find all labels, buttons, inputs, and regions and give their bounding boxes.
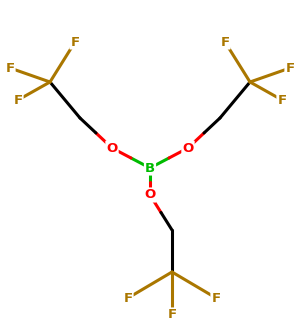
- Text: F: F: [14, 93, 22, 107]
- Text: F: F: [220, 36, 230, 49]
- Text: O: O: [144, 188, 156, 202]
- Text: F: F: [70, 36, 80, 49]
- Text: F: F: [167, 308, 177, 320]
- Text: F: F: [285, 61, 295, 75]
- Text: B: B: [145, 162, 155, 174]
- Text: F: F: [5, 61, 15, 75]
- Text: F: F: [212, 292, 220, 305]
- Text: F: F: [123, 292, 133, 305]
- Text: O: O: [182, 141, 194, 155]
- Text: O: O: [106, 141, 118, 155]
- Text: F: F: [278, 93, 286, 107]
